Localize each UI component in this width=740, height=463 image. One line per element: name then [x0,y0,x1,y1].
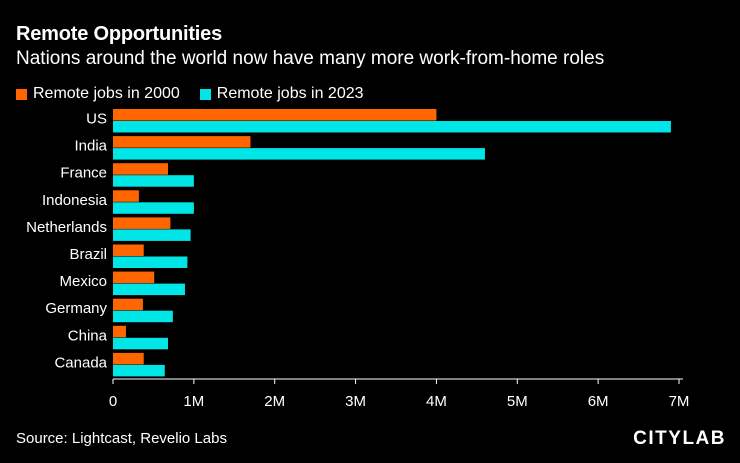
legend: Remote jobs in 2000 Remote jobs in 2023 [16,84,384,104]
citylab-logo: CITYLAB [633,428,726,449]
bar-india-2023 [113,148,485,160]
x-tick-label: 0 [109,393,117,410]
category-label-canada: Canada [54,354,107,371]
bar-canada-2000 [113,352,144,365]
category-label-france: France [60,165,107,182]
chart-title: Remote Opportunities [16,23,223,45]
legend-label-2023: Remote jobs in 2023 [216,85,364,102]
legend-item-2000: Remote jobs in 2000 [16,84,180,104]
bar-mexico-2000 [113,271,155,284]
legend-swatch-2000 [16,88,27,100]
bar-us-2023 [113,121,671,133]
bar-netherlands-2023 [113,229,191,241]
category-label-netherlands: Netherlands [26,219,107,236]
bar-us-2000 [113,109,437,121]
bar-france-2000 [113,163,168,175]
category-label-us: US [86,111,107,128]
x-tick-label: 5M [507,393,528,410]
x-tick-label: 6M [588,393,609,410]
bar-china-2023 [113,337,168,350]
category-label-china: China [68,327,108,344]
bar-brazil-2023 [113,256,188,268]
x-tick-label: 7M [669,393,690,410]
bar-indonesia-2000 [113,190,139,202]
bar-brazil-2000 [113,244,144,256]
bar-china-2000 [113,325,126,338]
bar-germany-2000 [113,298,143,311]
bar-netherlands-2000 [113,217,171,229]
legend-label-2000: Remote jobs in 2000 [33,85,180,102]
category-label-mexico: Mexico [59,273,107,290]
bar-indonesia-2023 [113,202,194,214]
bar-india-2000 [113,136,251,148]
x-tick-label: 1M [183,393,204,410]
bar-canada-2023 [113,364,165,377]
x-tick-label: 4M [426,393,447,410]
x-tick-label: 2M [264,393,285,410]
source-note: Source: Lightcast, Revelio Labs [16,430,227,447]
legend-item-2023: Remote jobs in 2023 [199,84,364,104]
x-tick-label: 3M [345,393,366,410]
bar-mexico-2023 [113,283,185,296]
category-label-brazil: Brazil [69,246,107,263]
category-label-germany: Germany [45,300,107,317]
category-label-indonesia: Indonesia [42,192,108,209]
bar-germany-2023 [113,310,173,323]
chart-subtitle: Nations around the world now have many m… [16,48,605,69]
category-label-india: India [74,138,107,155]
bar-france-2023 [113,175,194,187]
legend-swatch-2023 [199,88,211,100]
